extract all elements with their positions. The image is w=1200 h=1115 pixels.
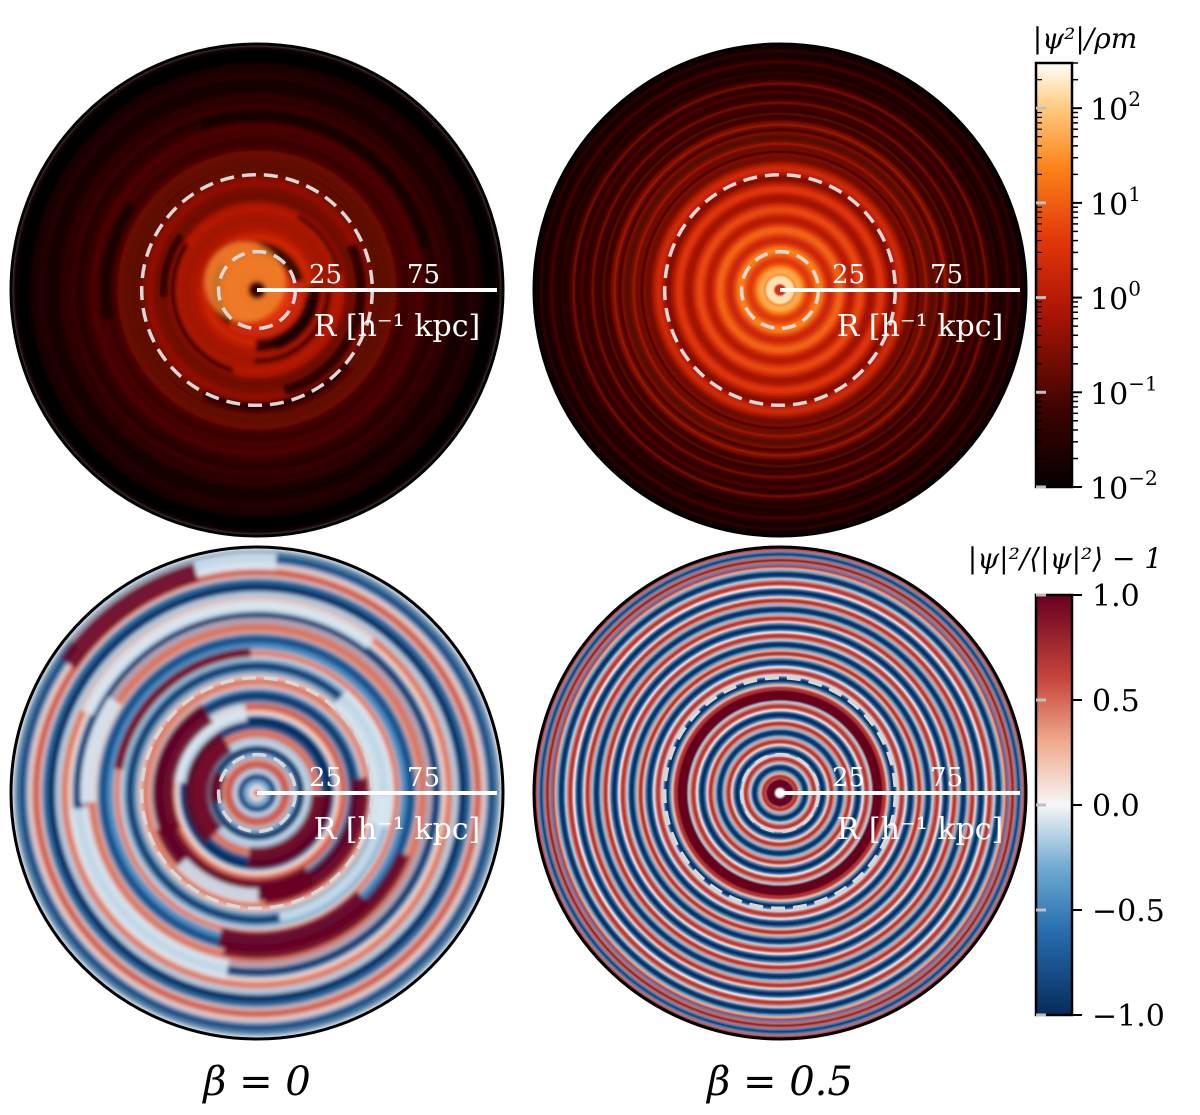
colorbar-density-bar <box>1034 61 1074 489</box>
radial-axis-label: R [h⁻¹ kpc] <box>314 812 480 847</box>
density-arc <box>170 242 234 373</box>
colorbar-contrast-tick-label: 0.5 <box>1092 684 1140 719</box>
panel-outline <box>9 545 505 1041</box>
colorbar-density-tick-label: 101 <box>1090 182 1141 223</box>
radial-tick-label: 25 <box>309 763 342 793</box>
panel-outline <box>9 42 505 538</box>
contrast-arc <box>263 777 369 904</box>
column-label-beta05: β = 0.5 <box>705 1059 853 1105</box>
tick-exponent: 1 <box>1128 182 1141 206</box>
column-label-beta0: β = 0 <box>201 1059 311 1105</box>
contrast-arc <box>185 732 233 843</box>
panel-outline <box>532 42 1028 538</box>
overlay-bottom-right: 25 75 R [h⁻¹ kpc] <box>532 545 1028 1041</box>
colorbar-contrast-tick-label: −0.5 <box>1092 894 1165 929</box>
radial-axis-label: R [h⁻¹ kpc] <box>837 812 1003 847</box>
tick-exponent: −2 <box>1128 466 1157 490</box>
density-arc <box>296 214 342 275</box>
density-arc <box>255 296 319 352</box>
core-blob <box>205 242 285 322</box>
density-arc <box>121 436 381 493</box>
colorbar-contrast-tick-label: 1.0 <box>1092 579 1140 614</box>
colorbar-contrast: |ψ|²/⟨|ψ|²⟩ − 1 1.0 0.5 0.0 −0.5 −1.0 <box>968 542 1165 1034</box>
density-arc <box>160 232 185 298</box>
contrast-arc <box>59 562 199 669</box>
contrast-arc <box>222 851 410 959</box>
colorbar-contrast-ticks: 1.0 0.5 0.0 −0.5 −1.0 <box>1036 579 1165 1034</box>
radial-tick-label: 75 <box>407 260 440 290</box>
radial-axis-label: R [h⁻¹ kpc] <box>837 309 1003 344</box>
colorbar-density-tick-label: 100 <box>1090 277 1141 318</box>
overlay-bottom-left: 25 75 R [h⁻¹ kpc] <box>9 545 505 1041</box>
radial-tick-label: 25 <box>832 763 865 793</box>
radial-tick-label: 25 <box>832 260 865 290</box>
overlay-top-left: 25 75 R [h⁻¹ kpc] <box>9 42 505 538</box>
radial-tick-label: 25 <box>309 260 342 290</box>
tick-exponent: 0 <box>1128 277 1141 301</box>
colorbar-density-tick-label: 10−2 <box>1090 466 1158 507</box>
contrast-arc <box>168 704 248 784</box>
contrast-arc <box>81 598 375 716</box>
colorbar-density-tick-label: 10−1 <box>1090 371 1158 412</box>
contrast-arc <box>151 703 214 837</box>
radial-tick-label: 75 <box>407 763 440 793</box>
contrast-arc <box>113 647 251 770</box>
contrast-arc <box>247 793 333 869</box>
dashed-circle <box>662 172 898 408</box>
colorbar-density-title: |ψ²|/ρm <box>1033 22 1138 55</box>
tick-exponent: 2 <box>1128 87 1141 111</box>
tick-exponent: −1 <box>1128 371 1157 395</box>
contrast-arc <box>278 795 388 922</box>
density-arc <box>282 243 367 396</box>
panel-overlays: 25 75 R [h⁻¹ kpc] 25 75 R [h⁻¹ kpc] 25 75 R [h⁻¹… <box>9 42 1028 1041</box>
contrast-arc <box>69 807 230 979</box>
panel-outline <box>532 545 1028 1041</box>
contrast-arc <box>209 770 227 804</box>
radial-axis-label: R [h⁻¹ kpc] <box>314 309 480 344</box>
colorbar-contrast-title: |ψ|²/⟨|ψ|²⟩ − 1 <box>968 542 1162 575</box>
density-arc <box>114 444 239 503</box>
contrast-arc <box>80 696 123 803</box>
overlay-top-right: 25 75 R [h⁻¹ kpc] <box>532 42 1028 538</box>
radial-tick-label: 75 <box>930 763 963 793</box>
density-arc <box>254 290 331 364</box>
colorbar-contrast-tick-label: −1.0 <box>1092 999 1165 1034</box>
colorbar-density-tick-label: 102 <box>1090 87 1141 128</box>
radial-tick-label: 75 <box>930 260 963 290</box>
density-arc <box>99 200 138 321</box>
contrast-arc <box>217 890 371 953</box>
density-arc <box>198 109 433 250</box>
contrast-arc <box>176 857 259 903</box>
colorbar-contrast-tick-label: 0.0 <box>1092 789 1140 824</box>
